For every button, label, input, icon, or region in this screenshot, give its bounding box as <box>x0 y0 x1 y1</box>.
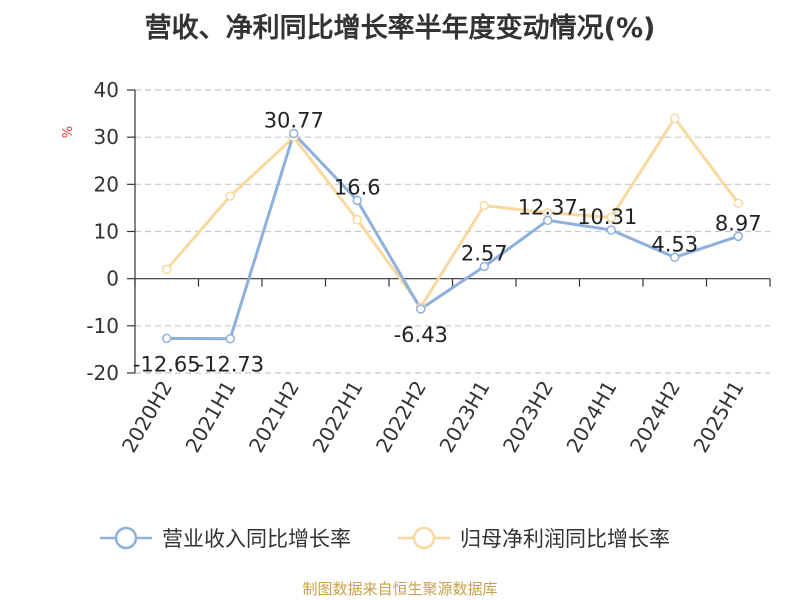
x-tick-label: 2022H2 <box>371 377 431 457</box>
y-tick-label: -20 <box>86 361 119 385</box>
y-tick-label: 0 <box>106 267 119 291</box>
x-tick-label: 2023H1 <box>434 377 494 457</box>
data-label: -6.43 <box>394 323 448 347</box>
y-tick-label: 20 <box>94 172 119 196</box>
x-tick-label: 2024H1 <box>561 377 621 457</box>
y-tick-label: 10 <box>94 220 119 244</box>
x-tick-label: 2022H1 <box>307 377 367 457</box>
legend-label-revenue: 营业收入同比增长率 <box>162 527 351 551</box>
data-point <box>225 191 235 201</box>
data-point <box>289 128 299 139</box>
data-labels: -12.65-12.73 30.77 16.6 -6.43 2.57 12.37 10.31… <box>133 109 762 377</box>
data-label: -12.65 <box>133 352 201 376</box>
legend-item-profit[interactable]: 归母净利润同比增长率 <box>398 520 670 556</box>
data-point <box>479 200 489 211</box>
y-tick-label: -10 <box>86 314 119 338</box>
data-point <box>606 225 616 235</box>
data-point <box>162 333 172 344</box>
data-points <box>162 113 743 344</box>
data-point <box>162 264 172 274</box>
data-point <box>416 304 426 314</box>
data-point <box>225 333 235 344</box>
data-point <box>733 231 743 242</box>
data-point <box>733 198 743 208</box>
x-tick-label: 2021H2 <box>244 377 304 457</box>
y-tick-label: 40 <box>94 78 119 102</box>
data-source-note: 制图数据来自恒生聚源数据库 <box>302 580 498 598</box>
x-tick-label: 2025H1 <box>688 377 748 457</box>
legend-marker-profit <box>398 526 450 550</box>
y-tick-label: 30 <box>94 125 119 149</box>
data-label: -12.73 <box>196 353 264 377</box>
data-label: 10.31 <box>577 205 637 229</box>
data-label: 2.57 <box>461 242 508 266</box>
chart-title: 营收、净利同比增长率半年度变动情况(%) <box>144 13 656 44</box>
data-point <box>670 113 680 124</box>
legend-label-profit: 归母净利润同比增长率 <box>460 527 670 551</box>
y-axis: -20 -10 0 10 20 30 40 <box>86 78 136 385</box>
data-label: 30.77 <box>264 109 324 133</box>
data-label: 4.53 <box>651 232 698 256</box>
data-point <box>543 215 553 226</box>
legend: 营业收入同比增长率 归母净利润同比增长率 <box>0 520 800 556</box>
x-tick-label: 2020H2 <box>117 377 177 457</box>
legend-marker-revenue <box>100 526 152 550</box>
x-tick-label: 2023H2 <box>498 377 558 457</box>
x-tick-label: 2024H2 <box>625 377 685 457</box>
x-tick-label: 2021H1 <box>180 377 240 457</box>
series-line <box>165 116 740 309</box>
data-label: 12.37 <box>518 195 578 219</box>
legend-item-revenue[interactable]: 营业收入同比增长率 <box>100 520 351 556</box>
data-point <box>606 212 616 223</box>
data-point <box>670 252 680 263</box>
series-line <box>166 132 739 341</box>
data-point <box>479 261 489 272</box>
series-lines <box>165 116 740 341</box>
data-label: 16.6 <box>334 175 381 199</box>
y-axis-label: % <box>61 126 76 138</box>
data-label: 8.97 <box>715 211 762 235</box>
data-point <box>352 195 362 206</box>
data-point <box>352 214 362 225</box>
